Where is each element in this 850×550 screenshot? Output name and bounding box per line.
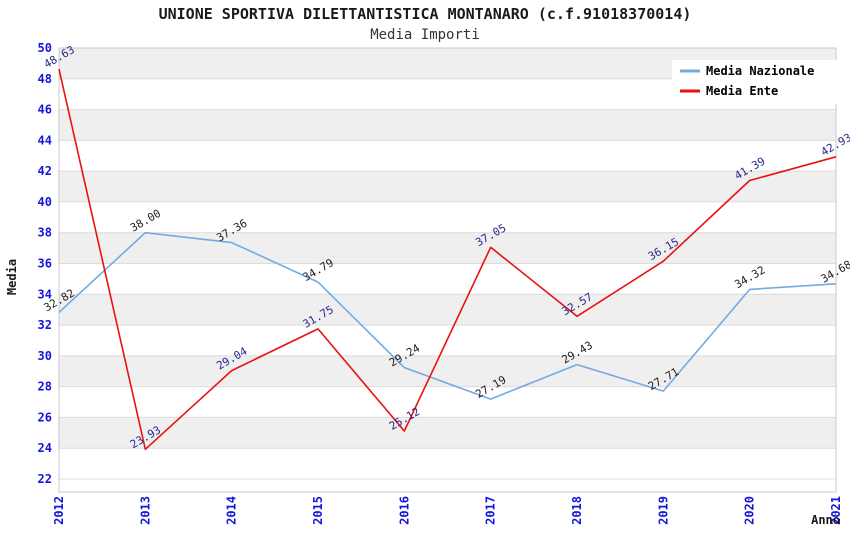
y-tick-label: 38 (38, 226, 52, 240)
y-tick-label: 42 (38, 164, 52, 178)
x-tick-label: 2015 (311, 496, 325, 525)
series-line-media-ente[interactable] (58, 68, 837, 451)
plot-band (59, 109, 836, 141)
tick-label-layer: 22 24 26 28 30 32 34 36 38 40 42 44 46 48 50 2012 2013 20… (38, 41, 843, 525)
x-axis-title: Anno (811, 513, 840, 527)
y-axis-title: Media (5, 259, 19, 295)
plot-band (59, 171, 836, 202)
x-tick-label: 2013 (138, 496, 152, 525)
y-tick-label: 48 (38, 72, 52, 86)
series-layer (58, 68, 837, 451)
plot-band (59, 232, 836, 264)
y-tick-label: 34 (38, 287, 52, 301)
x-tick-label: 2019 (656, 496, 670, 525)
legend: Media Nazionale Media Ente (672, 60, 850, 104)
plot-border-layer (58, 47, 837, 493)
legend-label-media-nazionale: Media Nazionale (706, 64, 814, 78)
x-tick-label: 2020 (743, 496, 757, 525)
chart-subtitle: Media Importi (370, 27, 480, 43)
y-tick-label: 24 (38, 441, 52, 455)
series-line-media-nazionale[interactable] (58, 231, 837, 400)
legend-box (672, 60, 850, 104)
y-tick-label: 50 (38, 41, 52, 55)
legend-label-media-ente: Media Ente (706, 84, 778, 98)
x-tick-label: 2012 (52, 496, 66, 525)
plot-band (59, 355, 836, 387)
x-tick-label: 2016 (397, 496, 411, 525)
x-tick-label: 2014 (225, 496, 239, 525)
y-tick-label: 46 (38, 103, 52, 117)
y-tick-label: 26 (38, 410, 52, 424)
y-tick-label: 28 (38, 380, 52, 394)
x-tick-label: 2018 (570, 496, 584, 525)
legend-item-media-nazionale[interactable]: Media Nazionale (680, 64, 814, 78)
y-tick-label: 22 (38, 472, 52, 486)
band-layer (59, 48, 836, 449)
plot-band (59, 417, 836, 449)
gridline-layer (59, 47, 836, 480)
point-label-media-nazionale: 34.32 (732, 263, 767, 291)
y-tick-label: 36 (38, 257, 52, 271)
y-tick-label: 30 (38, 349, 52, 363)
point-label-media-nazionale: 38.00 (128, 207, 163, 235)
plot-area-border (58, 47, 837, 493)
y-tick-label: 32 (38, 318, 52, 332)
legend-item-media-ente[interactable]: Media Ente (680, 84, 778, 98)
page-title: UNIONE SPORTIVA DILETTANTISTICA MONTANAR… (159, 5, 692, 23)
x-tick-label: 2021 (829, 496, 843, 525)
y-tick-label: 44 (38, 133, 52, 147)
x-tick-label: 2017 (484, 496, 498, 525)
plot-band (59, 294, 836, 326)
y-tick-label: 40 (38, 195, 52, 209)
